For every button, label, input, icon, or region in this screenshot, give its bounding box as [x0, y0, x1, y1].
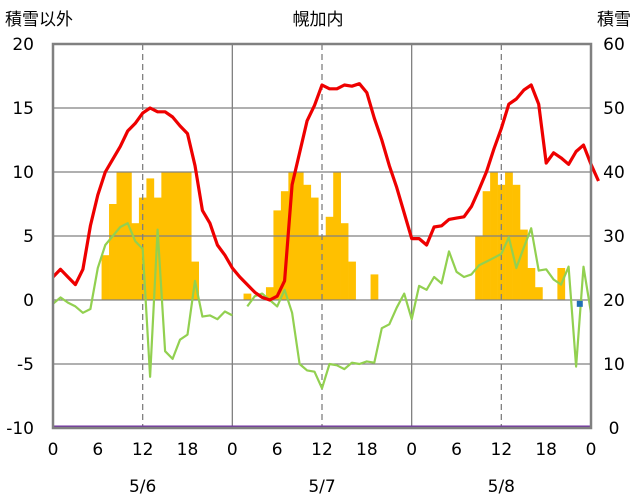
- hour-tick-label: 12: [491, 440, 513, 460]
- snow-bar: [512, 184, 521, 300]
- right-tick-label: 0: [609, 419, 620, 439]
- plot-border: [51, 42, 593, 430]
- left-tick-label: 20: [12, 35, 34, 55]
- snow-bar: [131, 223, 140, 300]
- date-label: 5/6: [129, 477, 156, 497]
- grid-lines: [53, 44, 591, 428]
- left-tick-label: 15: [12, 99, 34, 119]
- hour-tick-label: 0: [406, 440, 417, 460]
- left-axis-title: 積雪以外: [5, 10, 73, 30]
- snow-bar: [482, 191, 491, 300]
- left-tick-label: 10: [12, 163, 34, 183]
- snow-bar: [273, 210, 282, 300]
- right-tick-label: 40: [603, 163, 625, 183]
- hour-tick-label: 18: [535, 440, 557, 460]
- snow-bar: [534, 287, 543, 300]
- marker-point: [576, 300, 583, 307]
- snow-bar: [146, 178, 155, 300]
- snow-bar: [243, 293, 252, 300]
- left-tick-label: -5: [17, 355, 34, 375]
- snow-bar: [101, 255, 110, 300]
- hour-tick-label: 18: [177, 440, 199, 460]
- hour-tick-label: 6: [92, 440, 103, 460]
- hour-tick-label: 6: [451, 440, 462, 460]
- right-tick-label: 60: [603, 35, 625, 55]
- hour-tick-label: 6: [272, 440, 283, 460]
- left-tick-label: 5: [23, 227, 34, 247]
- snow-bar: [303, 184, 312, 300]
- hour-tick-label: 18: [356, 440, 378, 460]
- chart-title: 幌加内: [293, 10, 344, 30]
- hour-tick-label: 0: [586, 440, 597, 460]
- snow-bar: [340, 223, 349, 300]
- snow-bar: [520, 229, 528, 300]
- hour-tick-label: 12: [311, 440, 333, 460]
- green-series-line: [246, 227, 593, 390]
- snow-bar: [497, 184, 506, 300]
- snow-bar: [475, 236, 483, 300]
- left-tick-label: 0: [23, 291, 34, 311]
- hour-tick-label: 0: [48, 440, 59, 460]
- snow-bar: [109, 204, 117, 300]
- snow-bar: [370, 274, 379, 300]
- date-label: 5/8: [488, 477, 515, 497]
- snow-bar: [310, 197, 319, 300]
- snow-bar: [325, 216, 334, 300]
- snow-bar: [280, 191, 289, 300]
- left-tick-label: -10: [6, 419, 34, 439]
- snow-bar: [348, 261, 356, 300]
- plot-frame: [51, 42, 593, 430]
- red-series-line: [51, 82, 600, 302]
- hour-tick-label: 12: [132, 440, 154, 460]
- right-tick-label: 30: [603, 227, 625, 247]
- green-series-line: [52, 222, 233, 378]
- right-tick-label: 20: [603, 291, 625, 311]
- date-label: 5/7: [308, 477, 335, 497]
- right-tick-label: 50: [603, 99, 625, 119]
- right-axis-title: 積雪: [597, 10, 631, 30]
- snow-bar: [527, 268, 536, 300]
- hour-tick-label: 0: [227, 440, 238, 460]
- right-tick-label: 10: [603, 355, 625, 375]
- snow-bar: [265, 287, 274, 300]
